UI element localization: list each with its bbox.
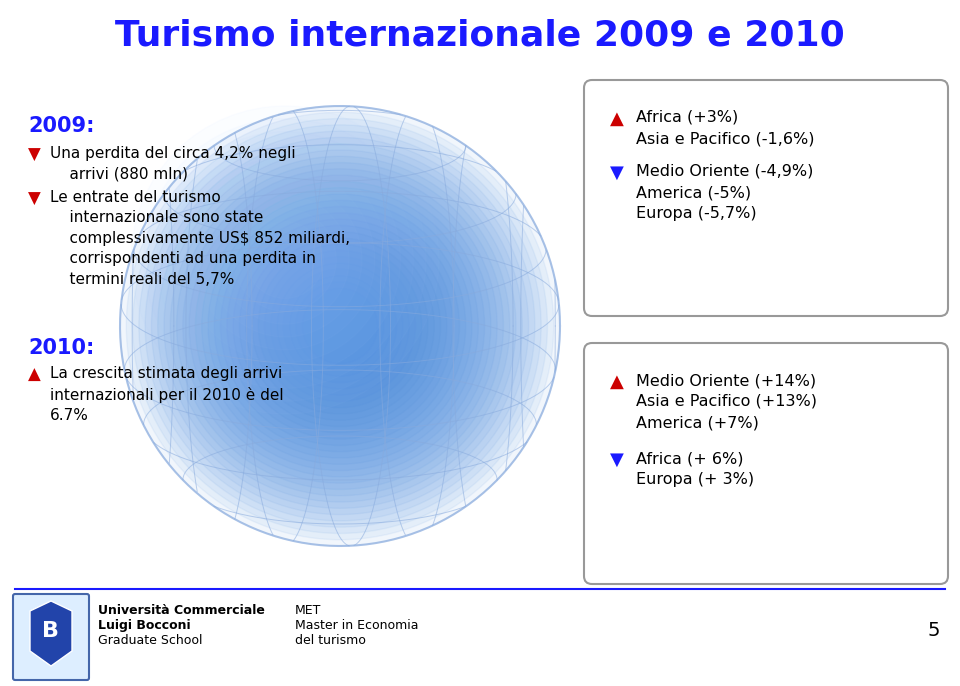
Circle shape	[145, 131, 535, 521]
Text: 5: 5	[927, 622, 940, 641]
Circle shape	[164, 150, 516, 502]
Circle shape	[302, 288, 377, 364]
Circle shape	[196, 181, 485, 471]
Text: Medio Oriente (-4,9%)
America (-5%)
Europa (-5,7%): Medio Oriente (-4,9%) America (-5%) Euro…	[636, 164, 813, 221]
Circle shape	[246, 232, 434, 421]
Text: del turismo: del turismo	[295, 634, 366, 647]
Circle shape	[132, 119, 547, 534]
Text: ▲: ▲	[610, 110, 624, 128]
Text: Turismo internazionale 2009 e 2010: Turismo internazionale 2009 e 2010	[115, 18, 845, 52]
Text: Africa (+ 6%)
Europa (+ 3%): Africa (+ 6%) Europa (+ 3%)	[636, 451, 755, 487]
Circle shape	[170, 156, 510, 496]
Circle shape	[157, 143, 522, 508]
Circle shape	[127, 113, 554, 540]
Text: ▼: ▼	[28, 146, 40, 164]
Circle shape	[227, 213, 453, 439]
Circle shape	[283, 270, 396, 383]
Text: Africa (+3%)
Asia e Pacifico (-1,6%): Africa (+3%) Asia e Pacifico (-1,6%)	[636, 110, 814, 146]
Circle shape	[221, 206, 460, 445]
Text: ▼: ▼	[610, 451, 624, 469]
Circle shape	[189, 175, 491, 477]
FancyBboxPatch shape	[584, 343, 948, 584]
Text: Università Commerciale: Università Commerciale	[98, 604, 265, 617]
Text: MET: MET	[295, 604, 322, 617]
Circle shape	[182, 169, 497, 483]
Circle shape	[214, 200, 466, 451]
Polygon shape	[30, 601, 72, 666]
Circle shape	[120, 106, 560, 546]
Text: La crescita stimata degli arrivi
internazionali per il 2010 è del
6.7%: La crescita stimata degli arrivi interna…	[50, 366, 283, 423]
Circle shape	[252, 238, 428, 414]
Text: Master in Economia: Master in Economia	[295, 619, 419, 632]
Circle shape	[296, 282, 384, 370]
Text: ▲: ▲	[28, 366, 40, 384]
Circle shape	[202, 188, 478, 464]
Text: Luigi Bocconi: Luigi Bocconi	[98, 619, 191, 632]
Circle shape	[139, 125, 541, 527]
Text: B: B	[42, 621, 60, 641]
Circle shape	[271, 257, 409, 395]
Circle shape	[208, 194, 472, 458]
Text: Graduate School: Graduate School	[98, 634, 203, 647]
Text: ▼: ▼	[610, 164, 624, 182]
Text: Le entrate del turismo
    internazionale sono state
    complessivamente US$ 85: Le entrate del turismo internazionale so…	[50, 190, 350, 287]
Text: ▲: ▲	[610, 373, 624, 391]
Circle shape	[152, 137, 529, 514]
Text: ▼: ▼	[28, 190, 40, 208]
Circle shape	[290, 276, 391, 377]
Circle shape	[239, 226, 441, 427]
Circle shape	[277, 263, 403, 389]
Circle shape	[177, 163, 503, 489]
Circle shape	[258, 244, 421, 407]
Circle shape	[265, 250, 416, 401]
FancyBboxPatch shape	[13, 594, 89, 680]
FancyBboxPatch shape	[584, 80, 948, 316]
Text: 2009:: 2009:	[28, 116, 94, 136]
Text: Una perdita del circa 4,2% negli
    arrivi (880 mln): Una perdita del circa 4,2% negli arrivi …	[50, 146, 296, 181]
Circle shape	[233, 219, 446, 433]
Text: Medio Oriente (+14%)
Asia e Pacifico (+13%)
America (+7%): Medio Oriente (+14%) Asia e Pacifico (+1…	[636, 373, 817, 430]
Text: 2010:: 2010:	[28, 338, 94, 358]
